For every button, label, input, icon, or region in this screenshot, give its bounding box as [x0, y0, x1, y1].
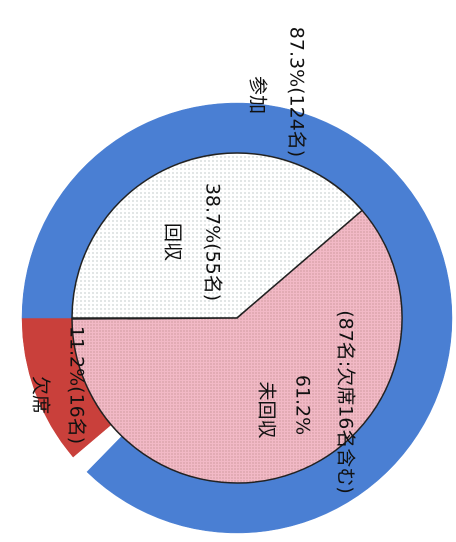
labels: 欠席 11.2%(16名) 参加 87.3%(124名) 回収 38.7%(55名) 未回収…	[30, 27, 357, 494]
category-label: 欠席	[30, 376, 52, 414]
category-label: 回収	[162, 223, 184, 261]
value-label: 11.2%(16名)	[66, 326, 88, 444]
annotation: (87名:欠席16名含む)	[335, 310, 357, 494]
value-label: 87.3%(124名)	[286, 27, 308, 157]
value-label: 38.7%(55名)	[202, 183, 224, 301]
category-label: 参加	[247, 76, 269, 114]
slices	[21, 102, 453, 534]
pie-slice	[71, 152, 364, 319]
category-label: 未回収	[256, 381, 278, 438]
pie-slice	[71, 209, 403, 484]
value-label: 61.2%	[292, 375, 314, 435]
